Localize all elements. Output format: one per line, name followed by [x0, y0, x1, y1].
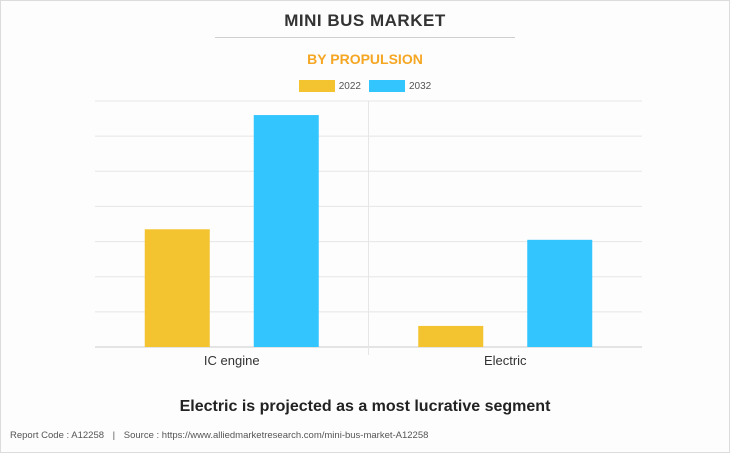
- chart-headline: Electric is projected as a most lucrativ…: [179, 398, 551, 415]
- report-code: Report Code : A12258: [10, 430, 105, 441]
- title-divider: [215, 37, 515, 38]
- legend-swatch-2022: [298, 80, 335, 92]
- bar-2022-ic-engine: [144, 229, 210, 347]
- legend-label-2032: 2032: [409, 80, 432, 92]
- x-tick-label: IC engine: [204, 353, 260, 368]
- legend-swatch-2032: [369, 80, 405, 92]
- legend-label-2022: 2022: [338, 80, 361, 92]
- footer-separator: |: [112, 430, 116, 441]
- legend-item-2032: 2032: [369, 80, 431, 92]
- x-tick-label: Electric: [484, 353, 527, 368]
- chart-legend: 2022 2032: [0, 80, 730, 92]
- bar-2032-electric: [527, 239, 593, 347]
- chart-title: MINI BUS MARKET: [284, 11, 446, 30]
- source-text: Source : https://www.alliedmarketresearc…: [123, 430, 429, 441]
- chart-subtitle: BY PROPULSION: [307, 51, 423, 67]
- bar-2022-electric: [418, 325, 484, 347]
- bar-2032-ic-engine: [253, 115, 319, 347]
- report-footer: Report Code : A12258 | Source : https://…: [10, 430, 428, 441]
- legend-item-2022: 2022: [298, 80, 361, 92]
